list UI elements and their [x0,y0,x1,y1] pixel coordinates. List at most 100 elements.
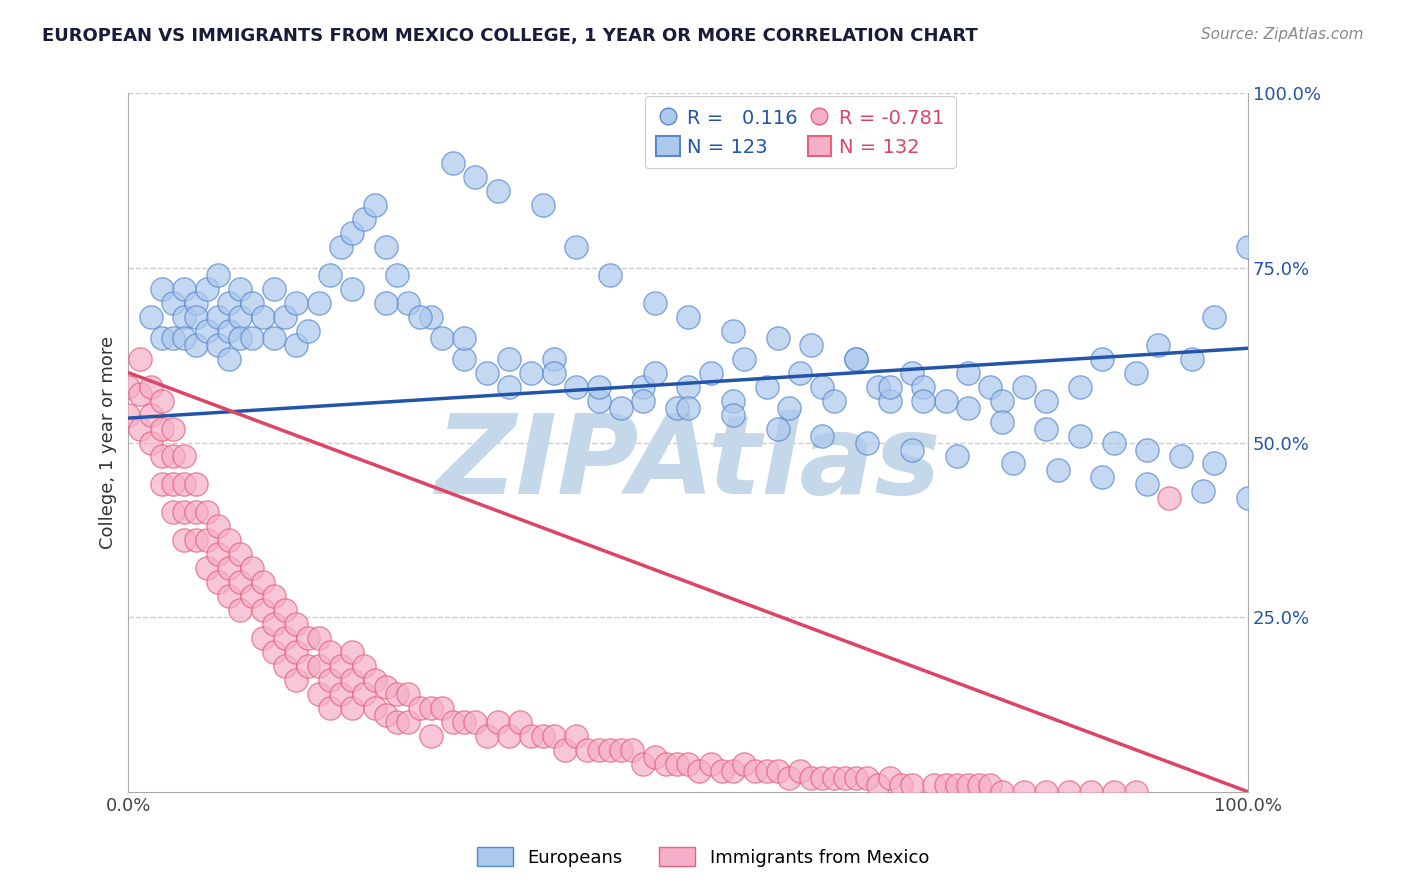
Point [676,310,699,324]
Point [364,701,387,715]
Point [1181,351,1204,366]
Point [967,778,990,792]
Point [353,659,375,673]
Point [811,379,834,393]
Point [285,338,308,352]
Point [173,331,195,345]
Point [486,184,509,198]
Point [285,645,308,659]
Point [342,645,364,659]
Point [901,442,924,457]
Point [912,393,935,408]
Point [1012,379,1035,393]
Point [890,778,912,792]
Point [139,435,162,450]
Point [946,450,969,464]
Point [330,687,353,701]
Point [453,351,475,366]
Point [520,729,543,743]
Y-axis label: College, 1 year or more: College, 1 year or more [100,336,117,549]
Point [1237,240,1260,254]
Point [676,756,699,771]
Point [531,198,554,212]
Point [800,771,823,785]
Point [263,645,285,659]
Point [755,379,778,393]
Point [1091,351,1114,366]
Point [453,714,475,729]
Point [128,421,150,435]
Point [924,778,946,792]
Point [778,771,800,785]
Point [218,561,240,575]
Point [374,240,396,254]
Point [588,743,610,757]
Point [676,401,699,415]
Point [162,296,184,310]
Point [901,366,924,380]
Point [655,756,678,771]
Point [498,351,520,366]
Point [218,533,240,548]
Point [744,764,766,778]
Point [599,268,621,282]
Point [240,296,263,310]
Point [150,477,173,491]
Point [229,310,252,324]
Point [834,771,856,785]
Point [576,743,599,757]
Point [588,379,610,393]
Point [475,366,498,380]
Point [173,282,195,296]
Point [342,701,364,715]
Point [990,415,1012,429]
Point [699,366,721,380]
Point [1204,457,1226,471]
Point [543,351,565,366]
Point [565,240,588,254]
Point [845,351,868,366]
Point [1069,428,1091,442]
Point [173,310,195,324]
Point [128,386,150,401]
Point [150,393,173,408]
Point [676,379,699,393]
Point [353,212,375,227]
Point [330,240,353,254]
Point [430,331,453,345]
Point [207,519,229,533]
Point [1035,393,1057,408]
Point [789,366,811,380]
Point [430,701,453,715]
Point [1035,421,1057,435]
Text: EUROPEAN VS IMMIGRANTS FROM MEXICO COLLEGE, 1 YEAR OR MORE CORRELATION CHART: EUROPEAN VS IMMIGRANTS FROM MEXICO COLLE… [42,27,979,45]
Point [229,282,252,296]
Point [1046,463,1069,477]
Point [184,477,207,491]
Point [173,533,195,548]
Point [308,659,330,673]
Point [195,324,218,338]
Point [162,450,184,464]
Point [644,296,666,310]
Point [845,351,868,366]
Point [342,673,364,687]
Point [1102,435,1125,450]
Point [319,645,342,659]
Point [1125,785,1147,799]
Point [353,687,375,701]
Point [811,428,834,442]
Point [263,331,285,345]
Point [610,743,633,757]
Point [644,366,666,380]
Point [319,701,342,715]
Point [721,764,744,778]
Point [150,282,173,296]
Point [464,714,486,729]
Point [207,575,229,590]
Point [1237,491,1260,506]
Point [599,743,621,757]
Point [297,631,319,645]
Point [979,379,1001,393]
Point [464,170,486,185]
